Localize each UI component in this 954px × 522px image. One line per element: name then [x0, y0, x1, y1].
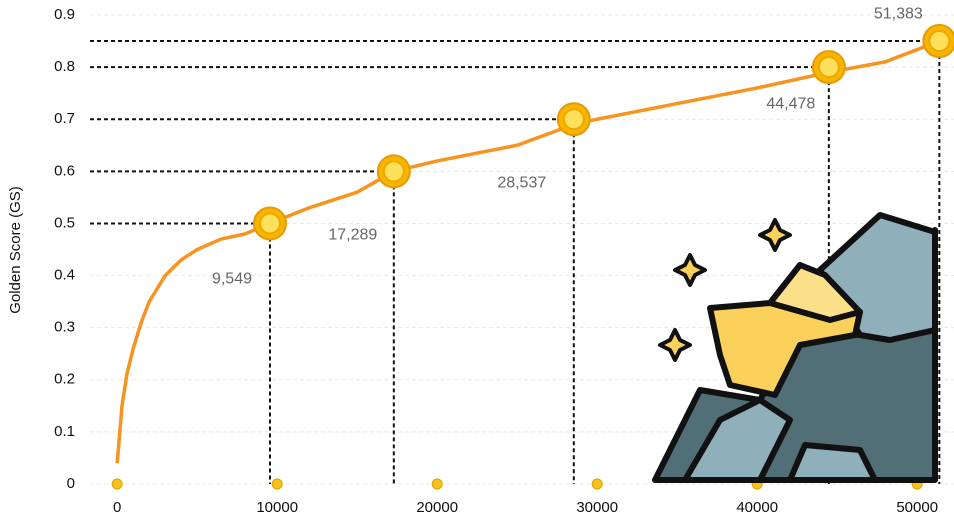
y-axis-label: Golden Score (GS)	[7, 186, 24, 314]
y-tick-label: 0.9	[54, 6, 75, 23]
x-tick-label: 50000	[896, 499, 938, 516]
x-tick-label: 30000	[576, 499, 618, 516]
coin	[923, 25, 954, 57]
x-tick-marker	[432, 479, 442, 489]
highlight-label: 9,549	[212, 271, 252, 288]
x-tick-label: 0	[113, 499, 121, 516]
highlight-label: 28,537	[497, 174, 546, 191]
coin	[254, 207, 286, 239]
x-tick-label: 40000	[736, 499, 778, 516]
x-tick-label: 10000	[256, 499, 298, 516]
coin	[558, 103, 590, 135]
x-tick-marker	[592, 479, 602, 489]
coin-face	[260, 213, 280, 233]
x-tick-label: 20000	[416, 499, 458, 516]
coin-face	[929, 31, 949, 51]
coin-face	[384, 161, 404, 181]
coin	[378, 155, 410, 187]
highlight-label: 44,478	[766, 95, 815, 112]
chart: 0 0.1 0.2 0.3 0.4 0.5 0.6 0.7 0.8 0.9 0 10000 20000 3…	[0, 0, 954, 522]
illustration	[655, 215, 935, 480]
coin	[813, 51, 845, 83]
y-tick-label: 0	[67, 475, 75, 492]
y-tick-label: 0.7	[54, 110, 75, 127]
x-tick-marker	[272, 479, 282, 489]
highlight-label: 17,289	[328, 227, 377, 244]
y-tick-label: 0.2	[54, 371, 75, 388]
coin-face	[564, 109, 584, 129]
rock	[790, 445, 875, 480]
y-tick-label: 0.6	[54, 162, 75, 179]
coin-face	[819, 57, 839, 77]
y-tick-label: 0.8	[54, 58, 75, 75]
y-tick-label: 0.5	[54, 214, 75, 231]
x-tick-marker	[112, 479, 122, 489]
y-tick-label: 0.4	[54, 267, 75, 284]
y-tick-label: 0.3	[54, 319, 75, 336]
highlight-label: 51,383	[874, 5, 923, 22]
y-tick-label: 0.1	[54, 423, 75, 440]
